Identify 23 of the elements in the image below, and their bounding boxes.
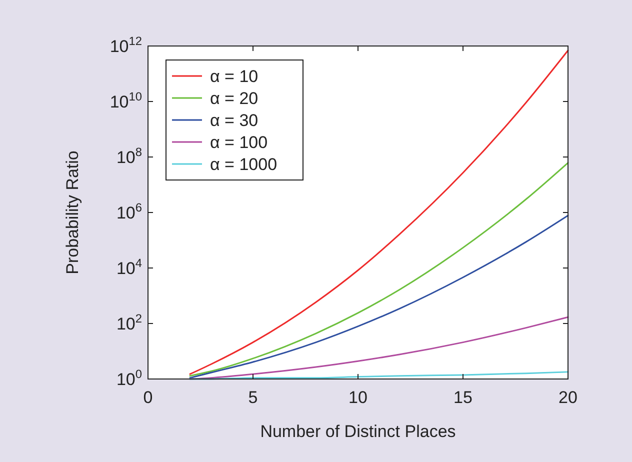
legend-label: α = 10 bbox=[210, 67, 258, 86]
legend-label: α = 30 bbox=[210, 111, 258, 130]
x-tick-label: 5 bbox=[248, 388, 258, 407]
line-series bbox=[189, 50, 569, 375]
line-series bbox=[189, 214, 569, 379]
legend-label: α = 1000 bbox=[210, 155, 278, 174]
line-series bbox=[189, 371, 569, 380]
x-tick-label: 0 bbox=[143, 388, 153, 407]
y-tick-label: 10$^{8}$ bbox=[116, 145, 142, 167]
legend-label: α = 100 bbox=[210, 133, 268, 152]
y-axis-title: Probability Ratio bbox=[63, 150, 82, 274]
x-tick-label: 15 bbox=[454, 388, 472, 407]
x-tick-label: 20 bbox=[558, 388, 578, 407]
y-tick-label: 10$^{10}$ bbox=[110, 90, 142, 112]
x-axis-title: Number of Distinct Places bbox=[260, 422, 456, 441]
y-tick-label: 10$^{0}$ bbox=[116, 367, 142, 389]
line-series bbox=[189, 316, 569, 380]
y-tick-label: 10$^{6}$ bbox=[116, 200, 142, 222]
y-tick-label: 10$^{4}$ bbox=[116, 256, 142, 278]
y-tick-label: 10$^{2}$ bbox=[116, 312, 142, 334]
legend-label: α = 20 bbox=[210, 89, 258, 108]
x-tick-label: 10 bbox=[348, 388, 368, 407]
y-tick-label: 10$^{12}$ bbox=[110, 34, 142, 56]
